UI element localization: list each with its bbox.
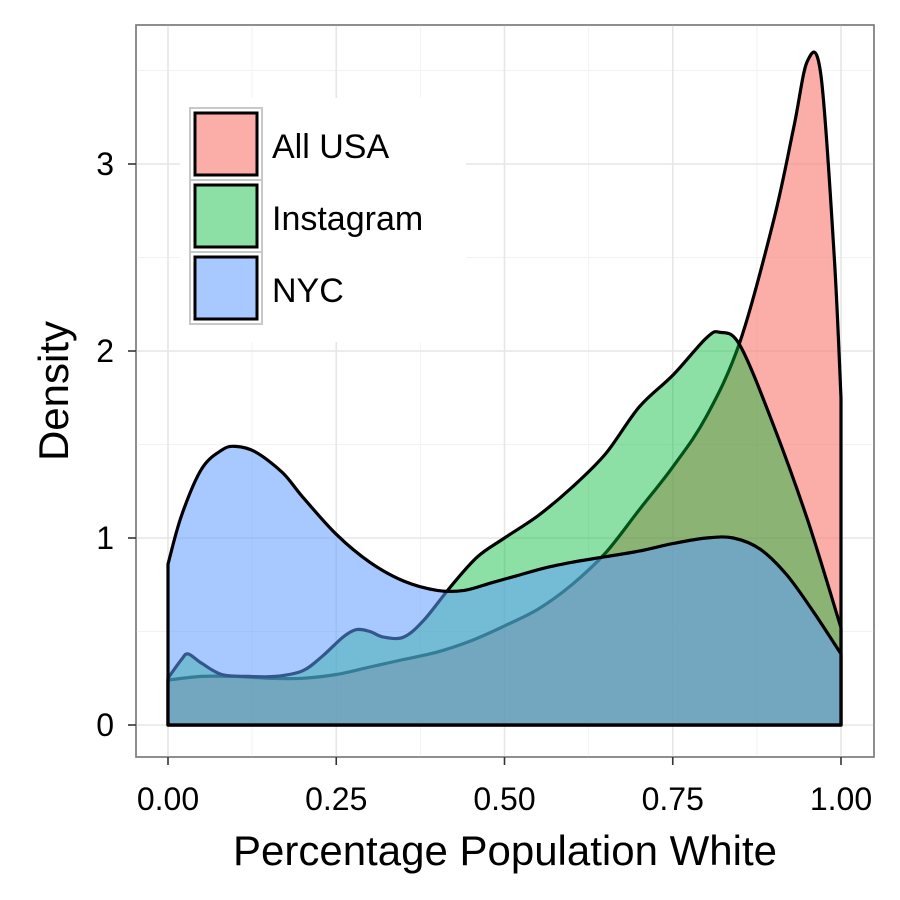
density-area-nyc (166, 444, 843, 727)
legend-item-all-usa: All USA (189, 107, 389, 181)
density-areas (166, 50, 843, 727)
legend-key-box (189, 179, 263, 253)
x-tick-label: 0.75 (642, 781, 704, 817)
x-axis-title: Percentage Population White (233, 827, 777, 874)
y-tick-label: 1 (96, 520, 114, 556)
legend-swatch-instagram (193, 183, 259, 249)
legend-label-nyc: NYC (272, 272, 344, 310)
legend-label-all-usa: All USA (272, 128, 389, 166)
y-tick-label: 2 (96, 333, 114, 369)
y-axis-title: Density (30, 321, 77, 461)
legend-item-instagram: Instagram (189, 179, 423, 253)
legend-label-instagram: Instagram (272, 200, 423, 238)
y-tick-label: 3 (96, 146, 114, 182)
x-tick-label: 0.25 (305, 781, 367, 817)
y-tick-label: 0 (96, 707, 114, 743)
legend-item-nyc: NYC (189, 251, 344, 325)
legend-swatch-all-usa (193, 111, 259, 177)
legend-swatch-nyc (193, 255, 259, 321)
y-axis: 0 1 2 3 (96, 146, 136, 743)
legend: All USA Instagram NYC (180, 98, 466, 342)
x-tick-label: 0.50 (473, 781, 535, 817)
x-tick-label: 0.00 (137, 781, 199, 817)
x-tick-label: 1.00 (810, 781, 872, 817)
x-axis: 0.00 0.25 0.50 0.75 1.00 (137, 757, 872, 817)
